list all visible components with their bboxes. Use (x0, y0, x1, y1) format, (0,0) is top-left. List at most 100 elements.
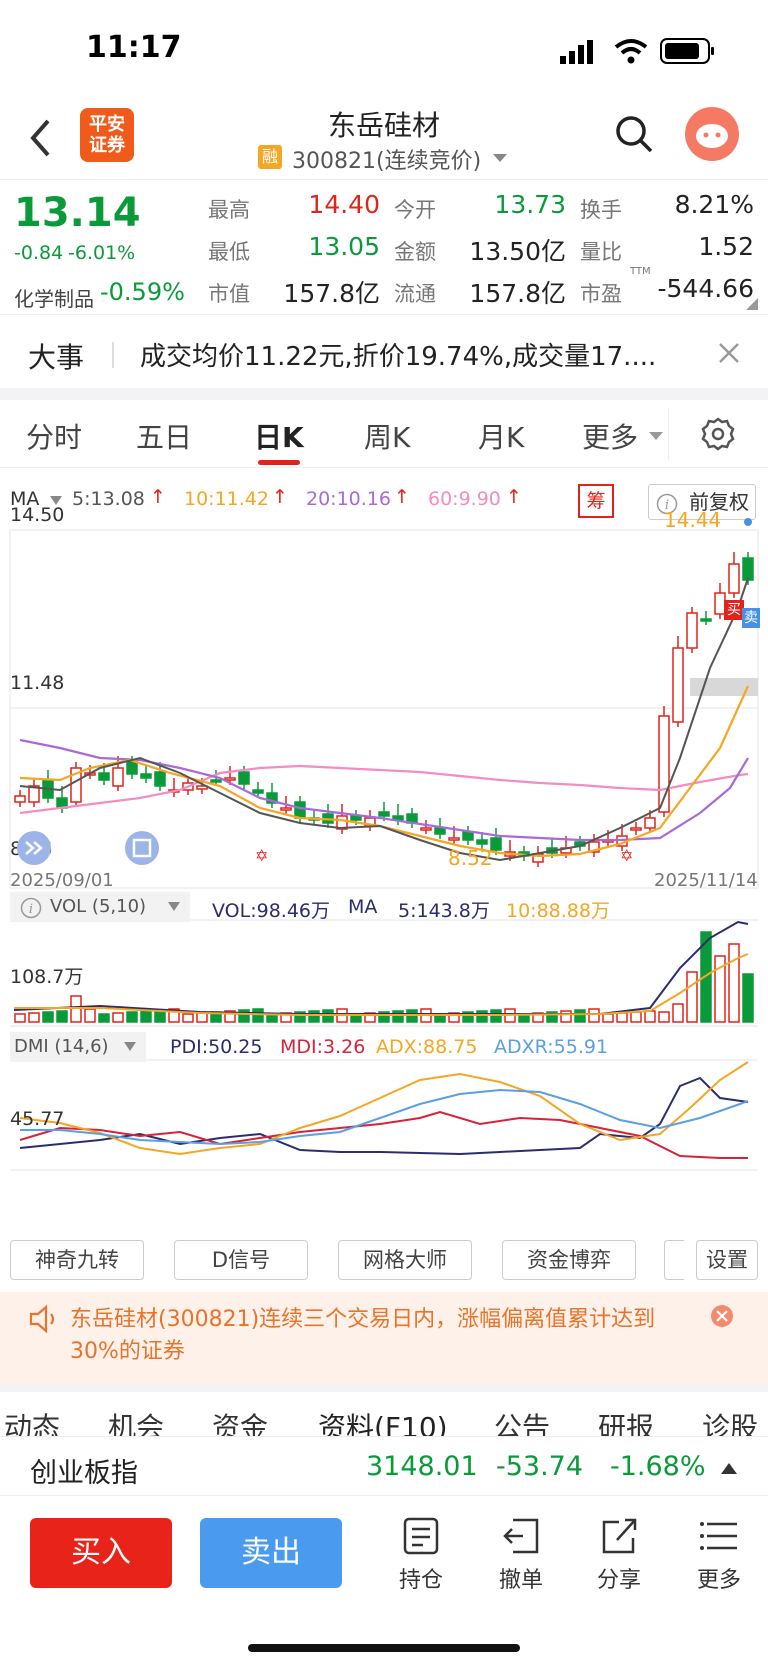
candle-body (126, 761, 138, 775)
broker-logo: 平安 证券 (80, 108, 134, 162)
tool-magic-nine[interactable]: 神奇九转 (10, 1240, 144, 1280)
candle-body (266, 792, 278, 804)
volume-bar (252, 1008, 264, 1023)
tool-grid-master[interactable]: 网格大师 (338, 1240, 472, 1280)
volume-bar (84, 1008, 96, 1023)
tab-news[interactable]: 动态 (4, 1411, 61, 1436)
dmi-indicator-selector[interactable] (10, 1032, 146, 1062)
tab-weekly-k[interactable]: 周K (364, 421, 411, 454)
volume-bar (728, 943, 740, 1023)
ma5-line (19, 577, 749, 862)
y-axis-mid: 11.48 (10, 672, 65, 694)
pdi-line (19, 1076, 749, 1156)
volume-bar (28, 1012, 40, 1023)
tab-intraday[interactable]: 分时 (26, 421, 83, 454)
caret-down-icon[interactable] (648, 430, 664, 442)
wifi-icon (614, 39, 648, 64)
signal-icon (560, 40, 593, 64)
tab-diagnosis[interactable]: 诊股 (702, 1411, 759, 1436)
market-cap-label: 市值 (208, 282, 250, 306)
tab-five-day[interactable]: 五日 (136, 421, 193, 454)
dmi-indicator-name: DMI (14,6) (14, 1036, 109, 1057)
price-band (690, 678, 758, 696)
divider (112, 342, 114, 368)
index-value: 3148.01 (366, 1451, 478, 1482)
candle-body (490, 837, 502, 851)
more-label: 更多 (696, 1568, 741, 1593)
turnover-label: 换手 (580, 198, 622, 222)
sector-name[interactable]: 化学制品 (14, 287, 94, 311)
candle-body (462, 831, 474, 841)
up-arrow-icon: ↑ (150, 486, 166, 508)
stock-code-status[interactable]: 300821(连续竞价) (292, 149, 482, 174)
back-arrow-icon[interactable] (28, 118, 52, 158)
ma-label[interactable]: MA (10, 488, 40, 510)
caret-down-icon[interactable] (124, 1042, 136, 1052)
info-tabs: 动态 机会 资金 资料(F10) 公告 研报 诊股 (0, 1384, 768, 1436)
sell-button[interactable]: 卖出 (200, 1518, 342, 1588)
tool-fund-game[interactable]: 资金博弈 (502, 1240, 636, 1280)
caret-down-icon[interactable] (492, 152, 508, 164)
ma60-value: 60:9.90 (428, 488, 501, 510)
adjust-button[interactable]: 前复权 (648, 484, 756, 520)
settings-gear-icon[interactable] (700, 416, 736, 452)
candle-body (154, 771, 166, 787)
date-end: 2025/11/14 (654, 870, 758, 891)
kline-chart-area[interactable]: MA 5:13.08 ↑ 10:11.42 ↑ 20:10.16 ↑ 60:9.… (0, 468, 768, 1228)
index-name: 创业板指 (30, 1458, 138, 1489)
more-action[interactable]: 更多 (684, 1516, 754, 1594)
close-icon[interactable] (710, 1304, 734, 1328)
event-banner[interactable]: 大事 成交均价11.22元,折价19.74%,成交量17.... (0, 320, 768, 388)
tab-profile[interactable]: 资料(F10) (318, 1411, 448, 1436)
pe-value: -544.66 (657, 274, 755, 303)
market-cap-value: 157.8亿 (283, 279, 380, 308)
assistant-avatar-icon[interactable] (684, 106, 740, 162)
price-change-pct: -6.01% (68, 242, 136, 264)
tab-monthly-k[interactable]: 月K (478, 421, 525, 454)
volume-bar (182, 1013, 194, 1023)
close-icon[interactable] (718, 342, 740, 364)
home-indicator (248, 1644, 520, 1652)
high-value: 14.40 (308, 190, 380, 219)
star-marker: ✡ (255, 846, 268, 865)
chip-distribution-button[interactable]: 筹 (578, 484, 614, 518)
buy-button[interactable]: 买入 (30, 1518, 172, 1588)
tab-more[interactable]: 更多 (582, 421, 639, 454)
tab-research[interactable]: 研报 (598, 1411, 655, 1436)
candle-body (658, 715, 670, 813)
sell-tag: 卖 (742, 608, 760, 628)
tab-announcements[interactable]: 公告 (494, 1411, 551, 1436)
risk-notice[interactable]: 东岳硅材(300821)连续三个交易日内，涨幅偏离值累计达到30%的证券 (0, 1292, 768, 1384)
event-label: 大事 (28, 341, 85, 374)
positions-action[interactable]: 持仓 (386, 1516, 456, 1594)
low-price-marker: 8.52 (448, 846, 493, 870)
dmi-mdi: MDI:3.26 (280, 1036, 366, 1058)
dmi-adxr: ADXR:55.91 (494, 1036, 609, 1058)
expand-corner-icon[interactable] (746, 298, 758, 310)
tool-settings[interactable]: 设置 (696, 1240, 758, 1280)
kline-svg: ✡ ✡ (9, 518, 759, 1171)
tab-opportunity[interactable]: 机会 (108, 1411, 165, 1436)
index-ticker[interactable]: 创业板指 3148.01 -53.74 -1.68% (0, 1436, 768, 1496)
candle-body (336, 815, 348, 830)
candle-body (252, 789, 264, 794)
share-action[interactable]: 分享 (584, 1516, 654, 1594)
caret-down-icon[interactable] (168, 902, 180, 912)
volume-bar (644, 1010, 656, 1023)
candle-body (476, 839, 488, 845)
open-value: 13.73 (494, 190, 566, 219)
candle-body (378, 811, 390, 817)
volume-ma10: 10:88.88万 (506, 900, 610, 922)
tool-d-signal[interactable]: D信号 (174, 1240, 308, 1280)
adx-line (19, 1061, 749, 1156)
turnover-value: 8.21% (674, 190, 754, 219)
search-icon[interactable] (614, 114, 654, 154)
tool-overflow[interactable] (664, 1240, 684, 1280)
tab-capital[interactable]: 资金 (212, 1411, 269, 1436)
fullscreen-icon[interactable] (124, 830, 160, 866)
collapse-arrows-icon[interactable] (16, 830, 52, 866)
caret-down-icon[interactable] (50, 496, 62, 506)
cancel-order-action[interactable]: 撤单 (486, 1516, 556, 1594)
caret-up-icon[interactable] (720, 1461, 738, 1475)
tab-daily-k[interactable]: 日K (254, 421, 304, 454)
